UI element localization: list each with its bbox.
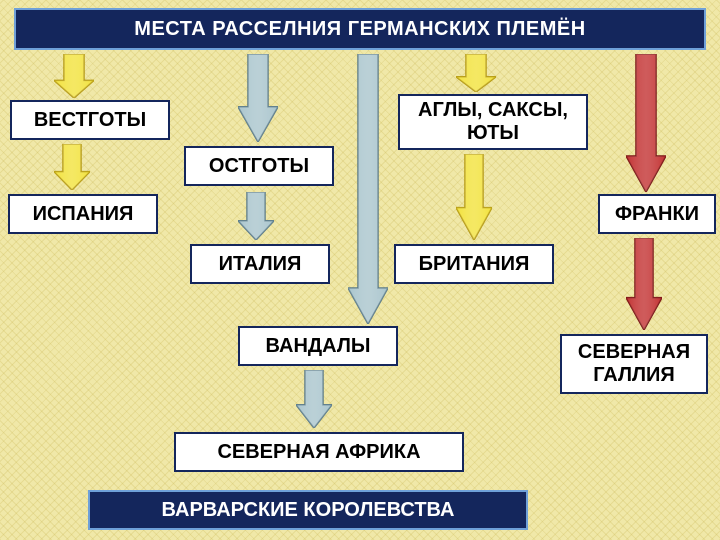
title-bar: МЕСТА РАССЕЛНИЯ ГЕРМАНСКИХ ПЛЕМЁН <box>14 8 706 50</box>
red-col5-top-arrow <box>626 54 666 192</box>
steel-col3-top-arrow <box>348 54 388 324</box>
red-ngaul-arrow <box>626 238 662 330</box>
steel-col2-top-arrow <box>238 54 278 142</box>
steel-nafrica-arrow <box>296 370 332 428</box>
label-visigoths: ВЕСТГОТЫ <box>10 100 170 140</box>
label-spain: ИСПАНИЯ <box>8 194 158 234</box>
yellow-col1-top-arrow <box>54 54 94 98</box>
yellow-spain-arrow <box>54 144 90 190</box>
yellow-col4-top-arrow <box>456 54 496 92</box>
label-north-africa: СЕВЕРНАЯ АФРИКА <box>174 432 464 472</box>
yellow-britain-arrow <box>456 154 492 240</box>
steel-italy-arrow <box>238 192 274 240</box>
label-ostrogoths: ОСТГОТЫ <box>184 146 334 186</box>
label-vandals: ВАНДАЛЫ <box>238 326 398 366</box>
label-angles-saxons-jutes: АГЛЫ, САКСЫ, ЮТЫ <box>398 94 588 150</box>
label-britain: БРИТАНИЯ <box>394 244 554 284</box>
label-franks: ФРАНКИ <box>598 194 716 234</box>
label-northern-gaul: СЕВЕРНАЯ ГАЛЛИЯ <box>560 334 708 394</box>
label-italy: ИТАЛИЯ <box>190 244 330 284</box>
footer-bar: ВАРВАРСКИЕ КОРОЛЕВСТВА <box>88 490 528 530</box>
